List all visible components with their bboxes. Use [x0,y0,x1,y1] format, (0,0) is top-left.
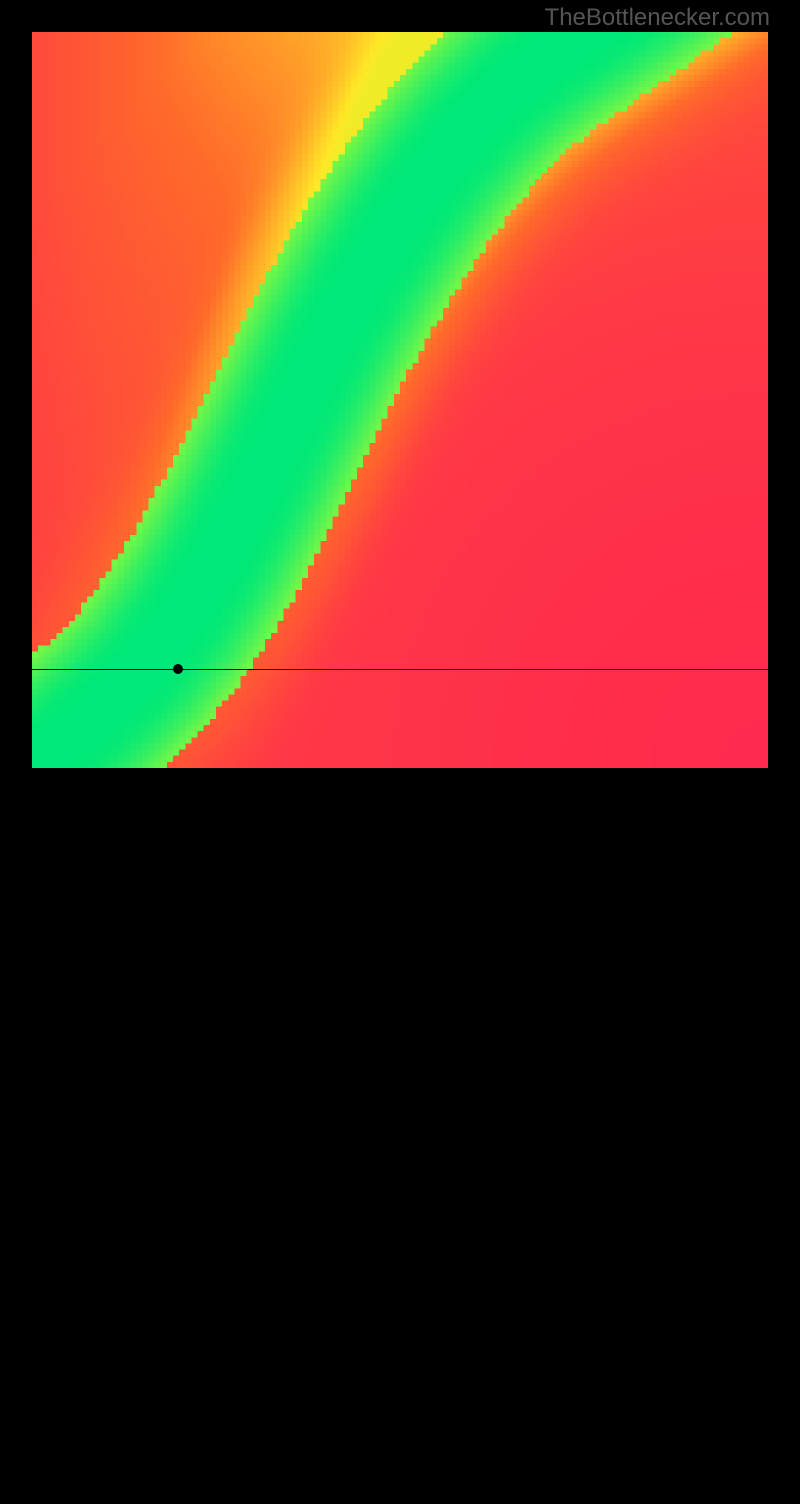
crosshair-horizontal [32,669,768,670]
chart-frame: TheBottlenecker.com [0,0,800,800]
plot-area [32,32,768,768]
watermark-text: TheBottlenecker.com [545,4,770,32]
crosshair-marker [173,664,183,674]
heatmap-canvas [32,32,768,768]
crosshair-vertical [178,768,179,1504]
